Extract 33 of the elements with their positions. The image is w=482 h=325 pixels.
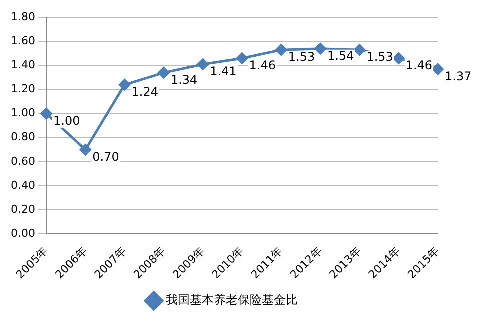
y-tick-label: 1.40 (10, 58, 36, 72)
point (432, 64, 444, 76)
point (40, 108, 52, 120)
data-label: 1.54 (328, 48, 354, 63)
point (80, 144, 92, 156)
point (393, 52, 405, 64)
y-tick-label: 0.20 (10, 202, 36, 216)
y-tick-label: 1.60 (10, 34, 36, 48)
data-label: 1.46 (249, 58, 276, 73)
point (197, 58, 209, 70)
y-tick-label: 0.60 (10, 154, 36, 168)
data-label: 1.37 (445, 69, 472, 84)
point (354, 44, 366, 56)
y-tick-label: 1.00 (10, 106, 36, 120)
point (276, 44, 288, 56)
data-label: 0.70 (92, 150, 120, 164)
y-tick-label: 1.80 (10, 10, 36, 24)
y-tick-label: 0.00 (10, 226, 36, 240)
point (314, 43, 326, 55)
y-tick-label: 1.20 (10, 82, 36, 96)
data-label: 1.41 (210, 64, 237, 79)
data-label: 1.24 (132, 85, 159, 100)
y-tick-label: 0.40 (10, 178, 36, 192)
data-label: 1.53 (366, 50, 394, 64)
data-label: 1.53 (288, 50, 316, 64)
y-tick-label: 0.80 (10, 130, 36, 144)
data-label: 1.46 (406, 58, 433, 73)
data-label: 1.00 (53, 114, 80, 128)
data-label: 1.34 (170, 73, 198, 88)
point (236, 52, 248, 64)
legend-label: 我国基本养老保险基金比 (166, 293, 298, 308)
point (119, 79, 131, 91)
point (158, 67, 170, 79)
